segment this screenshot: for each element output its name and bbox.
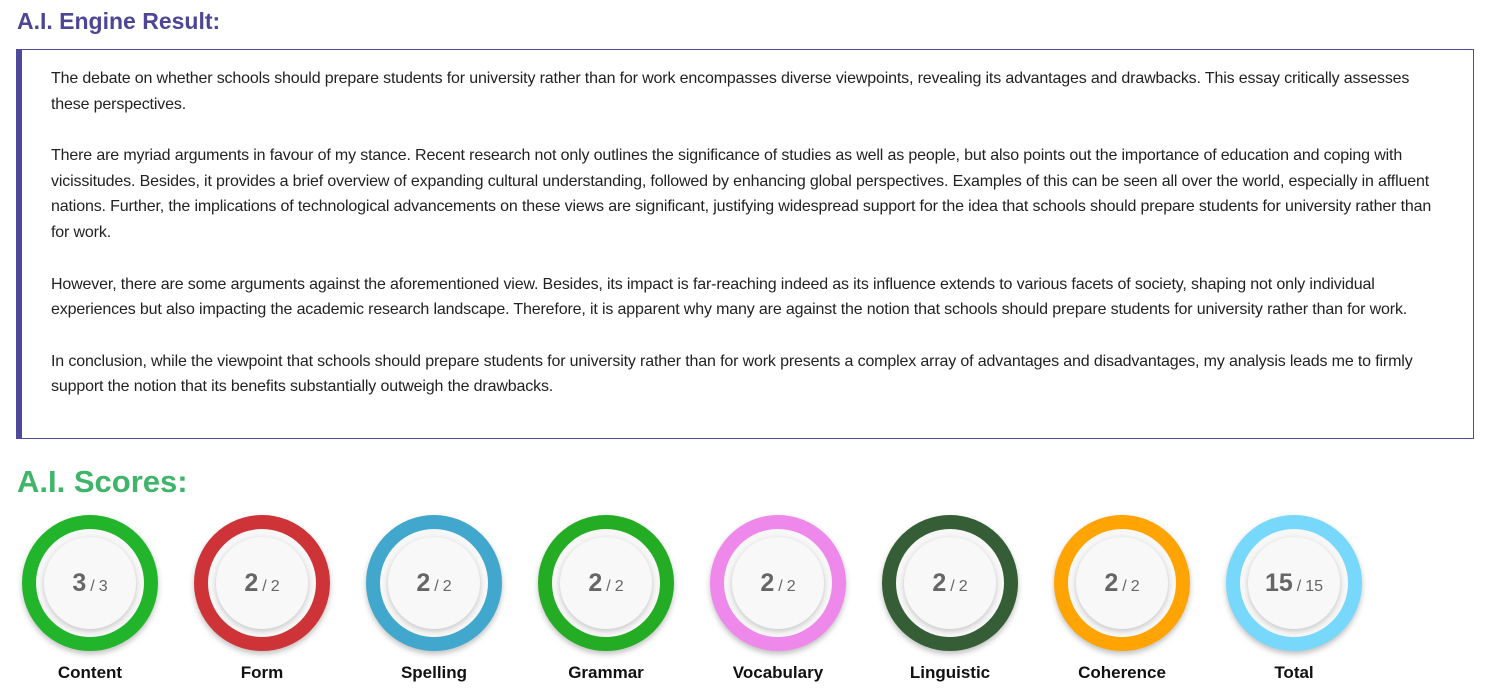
- score-card: 3/3 Content: [22, 515, 158, 683]
- score-face: 2/2: [560, 537, 652, 629]
- score-max: 2: [958, 578, 968, 595]
- score-ring: 2/2: [1054, 515, 1190, 651]
- score-value: 2: [588, 569, 603, 597]
- score-separator: /: [262, 578, 267, 595]
- paragraph: In conclusion, while the viewpoint that …: [51, 352, 1413, 396]
- score-card: 15/15 Total: [1226, 515, 1362, 683]
- score-card: 2/2 Grammar: [538, 515, 674, 683]
- score-ring: 2/2: [710, 515, 846, 651]
- score-card: 2/2 Spelling: [366, 515, 502, 683]
- score-value: 2: [932, 569, 947, 597]
- score-label: Content: [57, 663, 123, 682]
- score-face: 2/2: [904, 537, 996, 629]
- score-ring: 3/3: [22, 515, 158, 651]
- essay-box: The debate on whether schools should pre…: [16, 49, 1474, 439]
- score-max: 2: [442, 578, 452, 595]
- score-separator: /: [778, 578, 783, 595]
- score-face: 2/2: [1076, 537, 1168, 629]
- score-card: 2/2 Vocabulary: [710, 515, 846, 683]
- score-label: Form: [240, 663, 284, 682]
- score-max: 15: [1305, 578, 1324, 595]
- score-max: 3: [98, 578, 108, 595]
- paragraph: There are myriad arguments in favour of …: [51, 147, 1432, 241]
- paragraph: The debate on whether schools should pre…: [51, 70, 1410, 113]
- score-ring: 2/2: [882, 515, 1018, 651]
- score-label: Total: [1274, 663, 1314, 682]
- score-ring: 15/15: [1226, 515, 1362, 651]
- score-face: 2/2: [732, 537, 824, 629]
- score-label: Grammar: [568, 663, 644, 682]
- score-separator: /: [1122, 578, 1127, 595]
- score-separator: /: [606, 578, 611, 595]
- score-max: 2: [1130, 578, 1140, 595]
- score-ring: 2/2: [366, 515, 502, 651]
- score-label: Coherence: [1078, 663, 1166, 682]
- score-label: Spelling: [400, 663, 468, 682]
- scores-title: A.I. Scores:: [17, 464, 188, 499]
- score-card: 2/2 Form: [194, 515, 330, 683]
- score-max: 2: [614, 578, 624, 595]
- score-value: 3: [72, 569, 87, 597]
- score-value: 2: [244, 569, 259, 597]
- score-face: 2/2: [388, 537, 480, 629]
- score-ring: 2/2: [194, 515, 330, 651]
- score-value: 2: [760, 569, 775, 597]
- result-title: A.I. Engine Result:: [17, 8, 221, 34]
- score-value: 15: [1264, 569, 1293, 597]
- score-label: Linguistic: [909, 663, 991, 682]
- score-separator: /: [1296, 578, 1302, 595]
- score-value: 2: [416, 569, 431, 597]
- score-face: 3/3: [44, 537, 136, 629]
- score-separator: /: [950, 578, 955, 595]
- score-card: 2/2 Linguistic: [882, 515, 1018, 683]
- score-card: 2/2 Coherence: [1054, 515, 1190, 683]
- score-face: 15/15: [1248, 537, 1340, 629]
- score-label: Vocabulary: [732, 663, 824, 682]
- score-face: 2/2: [216, 537, 308, 629]
- score-max: 2: [270, 578, 280, 595]
- paragraph: However, there are some arguments agains…: [51, 275, 1408, 319]
- score-ring: 2/2: [538, 515, 674, 651]
- score-separator: /: [434, 578, 439, 595]
- score-max: 2: [786, 578, 796, 595]
- score-value: 2: [1104, 569, 1119, 597]
- score-separator: /: [90, 578, 95, 595]
